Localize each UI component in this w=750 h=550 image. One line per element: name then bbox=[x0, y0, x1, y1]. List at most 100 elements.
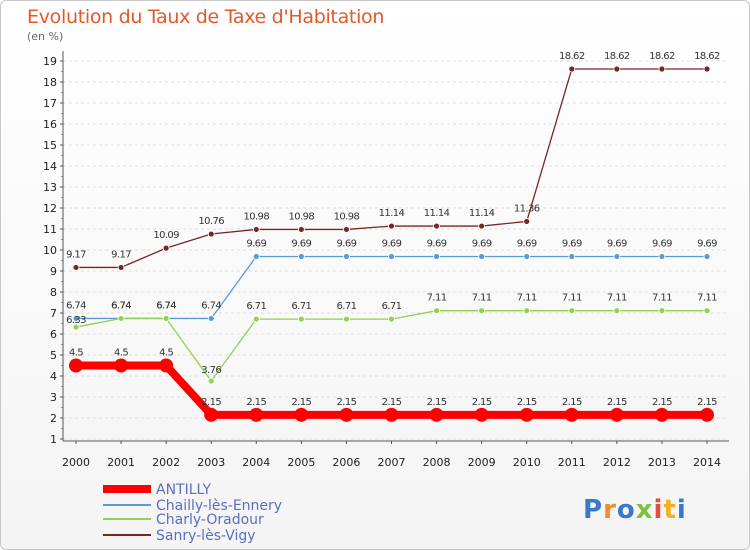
data-label: 18.62 bbox=[649, 51, 675, 62]
data-point bbox=[654, 407, 669, 422]
data-point bbox=[252, 226, 260, 233]
legend-label: ANTILLY bbox=[156, 482, 211, 498]
x-tick-label: 2013 bbox=[648, 456, 676, 469]
data-point bbox=[478, 307, 486, 315]
y-tick-label: 19 bbox=[43, 55, 57, 68]
x-tick-label: 2001 bbox=[107, 456, 135, 469]
data-label: 9.69 bbox=[336, 239, 356, 250]
y-tick-label: 12 bbox=[43, 202, 57, 215]
data-label: 10.09 bbox=[153, 230, 179, 241]
data-label: 9.69 bbox=[382, 239, 402, 250]
chart-title: Evolution du Taux de Taxe d'Habitation bbox=[27, 6, 385, 28]
data-point bbox=[478, 222, 486, 230]
logo-text: Proxiti bbox=[583, 495, 687, 525]
data-label: 9.69 bbox=[246, 239, 266, 250]
data-label: 7.11 bbox=[427, 293, 447, 304]
x-tick-label: 2014 bbox=[693, 456, 721, 469]
data-label: 18.62 bbox=[559, 51, 585, 62]
data-label: 7.11 bbox=[607, 293, 627, 304]
y-tick-label: 11 bbox=[43, 223, 57, 236]
data-label: 7.11 bbox=[562, 293, 582, 304]
data-point bbox=[474, 407, 489, 422]
data-label: 6.71 bbox=[246, 301, 266, 312]
data-point bbox=[564, 407, 579, 422]
data-label: 11.36 bbox=[514, 203, 540, 214]
data-point bbox=[388, 253, 395, 260]
data-label: 7.11 bbox=[697, 293, 717, 304]
data-point bbox=[294, 407, 309, 422]
y-tick-label: 14 bbox=[43, 160, 57, 173]
data-point bbox=[207, 230, 215, 238]
series-layer bbox=[69, 65, 714, 422]
data-point bbox=[703, 65, 711, 73]
data-point bbox=[252, 253, 260, 260]
data-label: 7.11 bbox=[517, 293, 537, 304]
x-tick-label: 2003 bbox=[197, 456, 225, 469]
y-tick-label: 10 bbox=[43, 244, 57, 257]
legend-label: Chailly-lès-Ennery bbox=[156, 498, 282, 514]
y-tick-label: 13 bbox=[43, 181, 57, 194]
data-point bbox=[703, 253, 711, 260]
data-point bbox=[114, 358, 129, 373]
data-point bbox=[388, 315, 395, 323]
x-tick-label: 2004 bbox=[242, 456, 270, 469]
data-label: 4.5 bbox=[159, 348, 173, 359]
data-label: 4.5 bbox=[69, 348, 83, 359]
data-label: 2.15 bbox=[201, 397, 221, 408]
data-label: 2.15 bbox=[382, 397, 402, 408]
data-point bbox=[339, 407, 354, 422]
data-point bbox=[613, 65, 621, 73]
data-label: 2.15 bbox=[427, 397, 447, 408]
data-label: 10.98 bbox=[243, 211, 269, 222]
y-tick-label: 7 bbox=[50, 307, 57, 320]
data-label: 2.15 bbox=[562, 397, 582, 408]
data-label: 2.15 bbox=[697, 397, 717, 408]
data-labels: 9.17 9.17 10.09 10.76 10.98 10.98 10.98 11.14 11… bbox=[66, 51, 721, 408]
x-tick-label: 2010 bbox=[513, 456, 541, 469]
data-label: 9.69 bbox=[517, 239, 537, 250]
data-point bbox=[388, 222, 395, 230]
data-label: 18.62 bbox=[694, 51, 720, 62]
data-label: 11.14 bbox=[424, 208, 450, 219]
data-point bbox=[700, 407, 714, 422]
data-point bbox=[433, 253, 440, 260]
data-point bbox=[523, 307, 531, 315]
data-label: 2.15 bbox=[517, 397, 537, 408]
y-tick-label: 4 bbox=[50, 370, 57, 383]
data-label: 2.15 bbox=[336, 397, 356, 408]
data-label: 2.15 bbox=[607, 397, 627, 408]
data-point bbox=[72, 315, 80, 322]
data-label: 9.17 bbox=[66, 249, 86, 260]
data-point bbox=[658, 65, 666, 73]
data-label: 6.71 bbox=[291, 301, 311, 312]
data-label: 6.74 bbox=[111, 300, 131, 311]
data-point bbox=[207, 315, 215, 322]
data-point bbox=[72, 323, 80, 331]
y-tick-label: 16 bbox=[43, 118, 57, 131]
data-label: 9.69 bbox=[291, 239, 311, 250]
data-label: 2.15 bbox=[291, 397, 311, 408]
data-label: 9.69 bbox=[472, 239, 492, 250]
data-label: 10.76 bbox=[198, 216, 224, 227]
data-label: 11.14 bbox=[469, 208, 495, 219]
x-tick-label: 2000 bbox=[62, 456, 90, 469]
data-point bbox=[384, 407, 399, 422]
data-point bbox=[568, 253, 576, 260]
x-tick-label: 2012 bbox=[603, 456, 631, 469]
data-point bbox=[252, 315, 260, 323]
data-point bbox=[433, 307, 440, 315]
data-point bbox=[433, 222, 440, 230]
y-tick-label: 8 bbox=[50, 286, 57, 299]
x-tick-label: 2002 bbox=[152, 456, 180, 469]
data-label: 6.74 bbox=[156, 300, 176, 311]
x-tick-label: 2008 bbox=[423, 456, 451, 469]
x-tick-label: 2009 bbox=[468, 456, 496, 469]
data-point bbox=[429, 407, 444, 422]
data-label: 11.14 bbox=[379, 208, 405, 219]
data-point bbox=[609, 407, 624, 422]
data-label: 18.62 bbox=[604, 51, 630, 62]
legend-label: Sanry-lès-Vigy bbox=[156, 528, 256, 544]
data-label: 9.69 bbox=[427, 239, 447, 250]
